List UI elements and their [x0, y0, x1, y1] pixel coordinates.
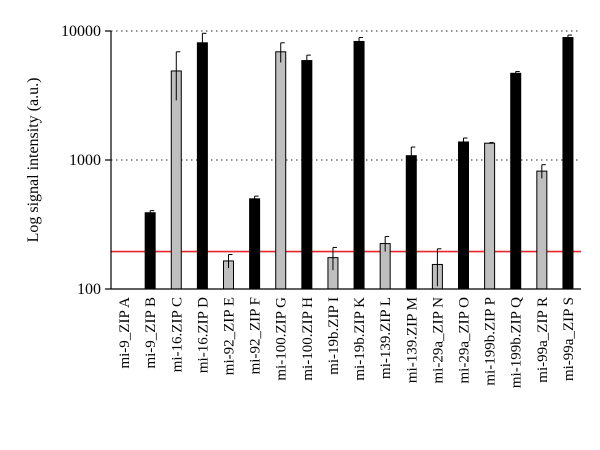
grid-lines — [111, 30, 581, 161]
x-category-label-11: mi-139.ZIP L — [378, 297, 394, 379]
x-category-label-5: mi-92_ZIP E — [222, 297, 238, 375]
bar-4 — [196, 42, 208, 290]
bar-16 — [510, 72, 522, 290]
x-category-label-16: mi-199b.ZIP Q — [509, 297, 525, 388]
bar-3 — [170, 70, 182, 290]
x-category-label-6: mi-92_ZIP F — [248, 297, 264, 374]
y-axis-label: Log signal intensity (a.u.) — [25, 78, 42, 243]
x-category-label-12: mi-139.ZIP M — [404, 297, 420, 383]
x-category-label-13: mi-29a_ZIP N — [430, 297, 446, 384]
bar-17 — [536, 170, 548, 290]
x-axis-labels: mi-9_ZIP A mi-9_ZIP B mi-16.ZIP C mi-16.ZIP… — [117, 297, 577, 388]
y-tick-label-10000: 10000 — [61, 23, 101, 40]
y-axis-ticks: 100 1000 10000 — [61, 23, 111, 298]
x-category-label-1: mi-9_ZIP A — [117, 297, 133, 369]
y-tick-label-100: 100 — [77, 281, 101, 298]
bars — [144, 32, 574, 290]
bar-7 — [275, 51, 287, 290]
bar-6 — [249, 198, 261, 290]
x-category-label-4: mi-16.ZIP D — [195, 297, 211, 373]
x-category-label-18: mi-99a_ZIP S — [561, 297, 577, 381]
x-category-label-14: mi-29a_ZIP O — [457, 297, 473, 384]
y-tick-label-1000: 1000 — [69, 152, 101, 169]
bar-14 — [458, 141, 469, 290]
bar-10 — [353, 40, 365, 290]
bar-15 — [484, 142, 496, 290]
bar-18 — [562, 37, 574, 290]
x-category-label-7: mi-100.ZIP G — [274, 297, 290, 381]
bar-2 — [144, 212, 156, 290]
x-category-label-2: mi-9_ZIP B — [143, 297, 159, 369]
bar-8 — [301, 60, 313, 290]
x-category-label-17: mi-99a_ZIP R — [535, 297, 551, 383]
bar-12 — [405, 155, 417, 290]
x-category-label-15: mi-199b.ZIP P — [483, 297, 499, 386]
x-category-label-8: mi-100.ZIP H — [300, 297, 316, 381]
x-category-label-9: mi-19b.ZIP I — [326, 297, 342, 375]
x-category-label-3: mi-16.ZIP C — [169, 297, 185, 372]
x-category-label-10: mi-19b.ZIP K — [352, 297, 368, 381]
